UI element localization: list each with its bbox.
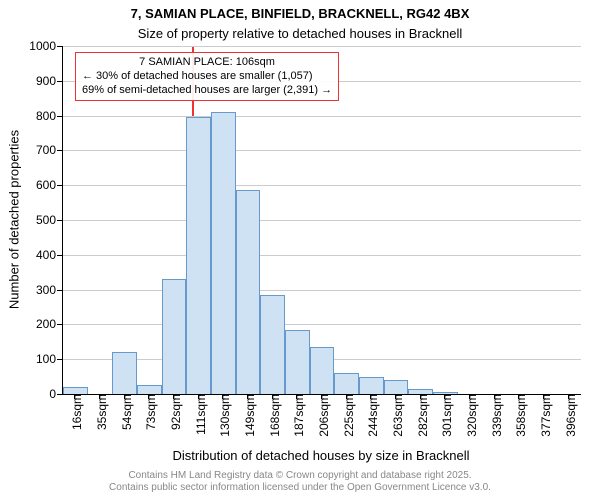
y-tick-label: 600 bbox=[16, 178, 56, 192]
histogram-bar bbox=[310, 347, 335, 394]
y-tick-mark bbox=[57, 324, 62, 325]
footer: Contains HM Land Registry data © Crown c… bbox=[0, 470, 600, 494]
x-axis-label: Distribution of detached houses by size … bbox=[62, 448, 580, 463]
x-tick-label: 16sqm bbox=[70, 394, 84, 444]
y-tick-label: 200 bbox=[16, 317, 56, 331]
y-tick-mark bbox=[57, 46, 62, 47]
histogram-bar bbox=[285, 330, 310, 394]
gridline bbox=[63, 220, 581, 221]
y-tick-mark bbox=[57, 359, 62, 360]
x-tick-label: 339sqm bbox=[490, 394, 504, 444]
x-tick-label: 54sqm bbox=[120, 394, 134, 444]
y-tick-mark bbox=[57, 290, 62, 291]
annotation-line-2: ← 30% of detached houses are smaller (1,… bbox=[82, 70, 332, 84]
y-tick-label: 1000 bbox=[16, 39, 56, 53]
y-tick-mark bbox=[57, 394, 62, 395]
y-tick-label: 700 bbox=[16, 143, 56, 157]
histogram-bar bbox=[334, 373, 359, 394]
x-tick-label: 225sqm bbox=[342, 394, 356, 444]
histogram-bar bbox=[63, 387, 88, 394]
gridline bbox=[63, 185, 581, 186]
page-subtitle: Size of property relative to detached ho… bbox=[0, 26, 600, 41]
gridline bbox=[63, 150, 581, 151]
x-tick-label: 358sqm bbox=[514, 394, 528, 444]
x-tick-label: 35sqm bbox=[95, 394, 109, 444]
footer-line-1: Contains HM Land Registry data © Crown c… bbox=[0, 470, 600, 482]
x-tick-label: 301sqm bbox=[440, 394, 454, 444]
chart-root: 7, SAMIAN PLACE, BINFIELD, BRACKNELL, RG… bbox=[0, 0, 600, 500]
annotation-line-3: 69% of semi-detached houses are larger (… bbox=[82, 84, 332, 98]
y-tick-label: 300 bbox=[16, 283, 56, 297]
y-tick-mark bbox=[57, 185, 62, 186]
gridline bbox=[63, 255, 581, 256]
histogram-bar bbox=[260, 295, 285, 394]
x-tick-label: 111sqm bbox=[194, 394, 208, 444]
x-tick-label: 187sqm bbox=[292, 394, 306, 444]
histogram-bar bbox=[359, 377, 384, 394]
histogram-bar bbox=[236, 190, 261, 394]
y-tick-label: 100 bbox=[16, 352, 56, 366]
x-tick-label: 320sqm bbox=[465, 394, 479, 444]
y-tick-label: 0 bbox=[16, 387, 56, 401]
y-tick-label: 400 bbox=[16, 248, 56, 262]
x-tick-label: 92sqm bbox=[169, 394, 183, 444]
x-tick-label: 149sqm bbox=[243, 394, 257, 444]
x-tick-label: 244sqm bbox=[366, 394, 380, 444]
x-tick-label: 130sqm bbox=[218, 394, 232, 444]
y-tick-mark bbox=[57, 150, 62, 151]
page-title: 7, SAMIAN PLACE, BINFIELD, BRACKNELL, RG… bbox=[0, 6, 600, 21]
histogram-bar bbox=[384, 380, 409, 394]
y-tick-mark bbox=[57, 116, 62, 117]
footer-line-2: Contains public sector information licen… bbox=[0, 482, 600, 494]
x-tick-label: 282sqm bbox=[416, 394, 430, 444]
gridline bbox=[63, 290, 581, 291]
plot-area: 7 SAMIAN PLACE: 106sqm ← 30% of detached… bbox=[62, 46, 581, 395]
x-tick-label: 206sqm bbox=[317, 394, 331, 444]
histogram-bar bbox=[162, 279, 187, 394]
y-tick-label: 800 bbox=[16, 109, 56, 123]
gridline bbox=[63, 324, 581, 325]
y-tick-mark bbox=[57, 255, 62, 256]
y-tick-label: 500 bbox=[16, 213, 56, 227]
histogram-bar bbox=[186, 117, 211, 394]
annotation-box: 7 SAMIAN PLACE: 106sqm ← 30% of detached… bbox=[75, 52, 339, 101]
x-tick-label: 396sqm bbox=[564, 394, 578, 444]
x-tick-label: 73sqm bbox=[144, 394, 158, 444]
x-tick-label: 263sqm bbox=[391, 394, 405, 444]
x-tick-label: 377sqm bbox=[539, 394, 553, 444]
histogram-bar bbox=[112, 352, 137, 394]
x-tick-label: 168sqm bbox=[268, 394, 282, 444]
gridline bbox=[63, 46, 581, 47]
y-tick-mark bbox=[57, 81, 62, 82]
gridline bbox=[63, 116, 581, 117]
annotation-line-1: 7 SAMIAN PLACE: 106sqm bbox=[82, 56, 332, 70]
y-tick-mark bbox=[57, 220, 62, 221]
histogram-bar bbox=[211, 112, 236, 394]
y-tick-label: 900 bbox=[16, 74, 56, 88]
histogram-bar bbox=[137, 385, 162, 394]
